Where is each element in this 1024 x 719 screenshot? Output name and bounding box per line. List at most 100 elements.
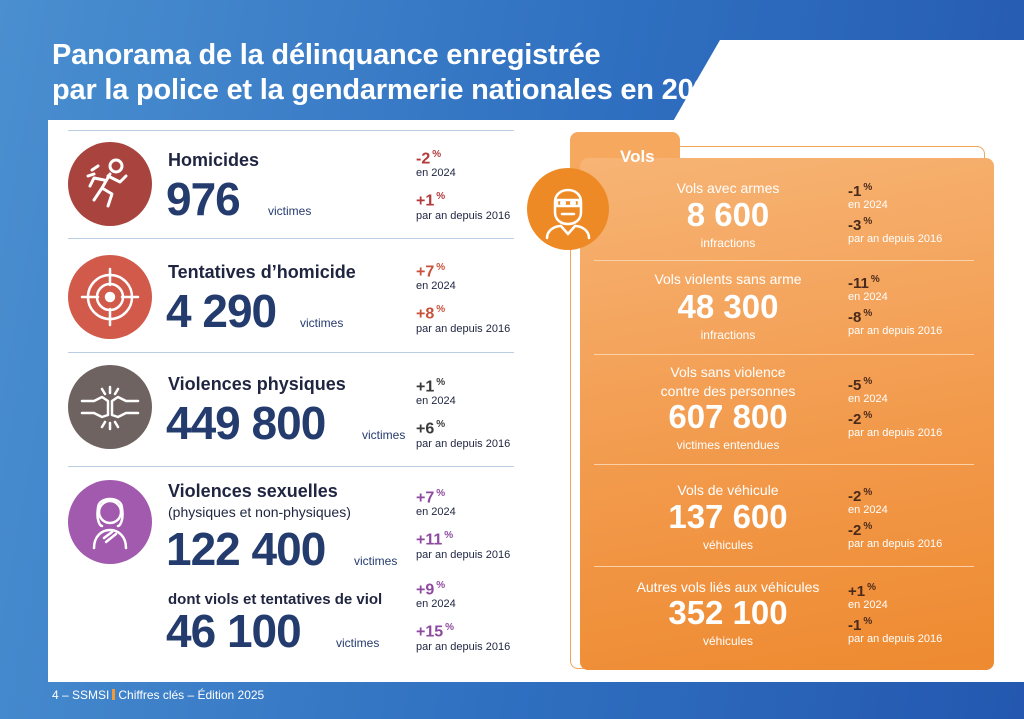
evolution-label: en 2024: [848, 291, 888, 303]
vols-item-name-line2: contre des personnes: [660, 383, 796, 399]
evolution-2024: -5: [848, 377, 862, 394]
masked-robber-icon: [527, 168, 609, 250]
evolution-label: en 2024: [416, 167, 456, 180]
category-value: 449 800: [166, 397, 326, 449]
vols-title: Vols: [620, 147, 655, 166]
category-subtitle: (physiques et non-physiques): [168, 504, 351, 520]
vols-separator: [594, 566, 974, 567]
footer: 4 – SSMSI Chiffres clés – Édition 2025: [52, 688, 264, 702]
evolution-2024: +7: [416, 263, 435, 281]
vols-separator: [594, 464, 974, 465]
vols-evolution-block: -11% en 2024 -8% par an depuis 2016: [848, 272, 968, 337]
footer-page: 4 – SSMSI: [52, 688, 110, 702]
percent-sign: %: [863, 410, 873, 421]
vols-panel: [580, 158, 994, 670]
vols-item-value: 137 600: [668, 498, 788, 535]
evolution-label: par an depuis 2016: [848, 427, 943, 439]
percent-sign: %: [436, 262, 446, 273]
evolution-since-2016: -3: [848, 217, 862, 234]
page-title: Panorama de la délinquance enregistrée p…: [52, 38, 726, 108]
vols-item-value: 607 800: [668, 398, 788, 435]
evolution-label: en 2024: [416, 506, 456, 519]
evolution-since-2016: +8: [416, 305, 435, 323]
percent-sign: %: [436, 377, 446, 388]
category-name: Tentatives d’homicide: [168, 262, 356, 282]
evolution-label: par an depuis 2016: [416, 209, 511, 222]
category-name: Homicides: [168, 150, 260, 170]
category-value: 122 400: [166, 523, 326, 575]
vols-item-name: Vols avec armes: [676, 180, 780, 196]
evolution-2024: -2: [416, 150, 431, 168]
evolution-label: par an depuis 2016: [416, 548, 511, 561]
percent-sign: %: [863, 376, 873, 387]
category-name: Violences physiques: [168, 374, 346, 394]
separator: [68, 130, 514, 131]
vols-item-name: Vols violents sans arme: [654, 271, 802, 287]
separator: [68, 352, 514, 353]
evolution-label: en 2024: [848, 199, 888, 211]
percent-sign: %: [863, 487, 873, 498]
evolution-2024: +9: [416, 581, 435, 599]
target-crosshair-icon: [68, 255, 152, 339]
percent-sign: %: [445, 622, 455, 634]
vols-item-name: Vols de véhicule: [677, 482, 779, 498]
evolution-since-2016: -2: [848, 522, 862, 539]
evolution-label: en 2024: [848, 393, 888, 405]
footer-accent-bar: [112, 689, 116, 700]
evolution-block: +7% en 2024 +8% par an depuis 2016: [416, 260, 526, 336]
evolution-label: par an depuis 2016: [848, 633, 943, 645]
percent-sign: %: [436, 419, 446, 431]
category-unit: victimes: [300, 316, 344, 330]
evolution-label: par an depuis 2016: [416, 322, 511, 335]
fleeing-person-icon: [68, 142, 152, 226]
evolution-since-2016: +6: [416, 420, 435, 438]
vols-evolution-block: -2% en 2024 -2% par an depuis 2016: [848, 485, 968, 550]
category-value: 976: [166, 173, 241, 225]
percent-sign: %: [436, 488, 446, 499]
evolution-label: par an depuis 2016: [416, 437, 511, 450]
title-line-2: par la police et la gendarmerie national…: [52, 74, 726, 106]
vols-separator: [594, 260, 974, 261]
vols-item-unit: infractions: [700, 236, 756, 250]
percent-sign: %: [432, 149, 442, 160]
percent-sign: %: [436, 580, 446, 591]
category-name: Violences sexuelles: [168, 481, 338, 501]
evolution-2024: -1: [848, 183, 862, 200]
evolution-2024: +7: [416, 489, 435, 507]
percent-sign: %: [870, 274, 880, 285]
evolution-label: en 2024: [416, 280, 456, 293]
title-line-1: Panorama de la délinquance enregistrée: [52, 39, 601, 71]
evolution-since-2016: +1: [416, 192, 435, 210]
footer-text: Chiffres clés – Édition 2025: [118, 688, 265, 702]
evolution-label: par an depuis 2016: [848, 538, 943, 550]
percent-sign: %: [444, 530, 454, 542]
sub-category-name: dont viols et tentatives de viol: [168, 591, 383, 608]
evolution-since-2016: -1: [848, 617, 862, 634]
evolution-2024: -11: [848, 275, 869, 292]
evolution-label: par an depuis 2016: [416, 640, 511, 653]
evolution-label: en 2024: [848, 504, 888, 516]
vols-item-name: Vols sans violence: [670, 364, 786, 380]
vols-item-value: 48 300: [677, 288, 779, 325]
vols-item-unit: victimes entendues: [676, 438, 780, 452]
sub-category-unit: victimes: [336, 636, 380, 650]
category-unit: victimes: [362, 428, 406, 442]
evolution-block: +1% en 2024 +6% par an depuis 2016: [416, 375, 526, 451]
fists-clash-icon: [68, 365, 152, 449]
percent-sign: %: [867, 582, 877, 593]
vols-evolution-block: +1% en 2024 -1% par an depuis 2016: [848, 580, 968, 645]
sub-evolution-block: +9% en 2024 +15% par an depuis 2016: [416, 578, 526, 654]
evolution-block: +7% en 2024 +11% par an depuis 2016: [416, 486, 526, 562]
evolution-2024: +1: [416, 378, 435, 396]
evolution-label: en 2024: [416, 395, 456, 408]
evolution-2024: -2: [848, 488, 862, 505]
vols-item-value: 352 100: [668, 594, 788, 631]
percent-sign: %: [863, 308, 873, 319]
percent-sign: %: [863, 521, 873, 532]
category-unit: victimes: [354, 554, 398, 568]
percent-sign: %: [436, 304, 446, 316]
vols-item-unit: infractions: [700, 328, 756, 342]
vols-item-unit: véhicules: [702, 538, 754, 552]
evolution-since-2016: +15: [416, 623, 444, 641]
percent-sign: %: [436, 191, 446, 203]
